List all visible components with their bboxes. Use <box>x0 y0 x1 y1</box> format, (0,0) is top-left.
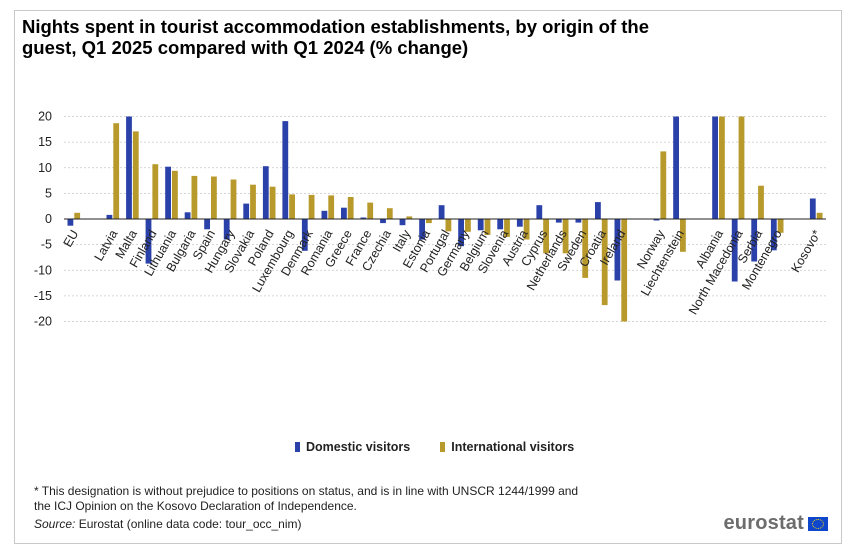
x-tick-label: EU <box>61 228 82 250</box>
bar-international <box>308 194 315 219</box>
bar-international <box>230 179 237 219</box>
bar-international <box>269 186 276 219</box>
bar-domestic <box>673 116 679 219</box>
bar-domestic <box>477 219 484 231</box>
bar-international <box>289 194 295 219</box>
bar-international <box>738 116 745 219</box>
y-tick-label: 15 <box>38 135 52 149</box>
bar-domestic <box>536 205 543 219</box>
bar-domestic <box>341 207 347 219</box>
bar-international <box>426 219 432 224</box>
bar-domestic <box>653 219 660 221</box>
bar-domestic <box>614 219 621 281</box>
bar-domestic <box>575 219 582 223</box>
bar-domestic <box>595 202 601 219</box>
bar-international <box>465 219 471 232</box>
bar-domestic <box>751 219 758 262</box>
bar-domestic <box>770 219 777 251</box>
bar-international <box>347 197 354 219</box>
bar-international <box>152 164 159 219</box>
bar-domestic <box>165 166 171 219</box>
bar-domestic <box>243 203 250 219</box>
bar-domestic <box>712 116 718 219</box>
legend-swatch-domestic <box>295 442 300 452</box>
x-tick-label: Kosovo* <box>788 227 823 274</box>
y-tick-label: -15 <box>34 289 52 303</box>
y-tick-label: 10 <box>38 161 52 175</box>
bar-international <box>816 212 823 219</box>
eu-flag-icon <box>808 516 828 531</box>
bar-domestic <box>419 219 425 240</box>
bar-domestic <box>399 219 406 226</box>
bar-domestic <box>321 210 328 219</box>
y-tick-label: 0 <box>45 212 52 226</box>
bar-international <box>680 219 686 252</box>
logo-text: eurostat <box>723 512 804 534</box>
bar-domestic <box>126 116 132 219</box>
bar-domestic <box>67 219 74 226</box>
bar-international <box>562 219 569 254</box>
chart-title: Nights spent in tourist accommodation es… <box>22 16 650 58</box>
bar-domestic <box>262 166 269 219</box>
bar-international <box>367 202 374 219</box>
eurostat-logo: eurostat <box>723 512 828 535</box>
bar-international <box>504 219 510 237</box>
bar-international <box>328 195 335 219</box>
y-tick-label: 5 <box>45 186 52 200</box>
legend-item-domestic: Domestic visitors <box>295 440 410 454</box>
legend-label-domestic: Domestic visitors <box>306 440 411 454</box>
footnote: * This designation is without prejudice … <box>34 484 579 513</box>
bar-domestic <box>458 219 464 247</box>
bar-domestic <box>145 219 152 264</box>
bar-domestic <box>301 219 308 251</box>
bar-domestic <box>809 198 816 219</box>
y-tick-label: -20 <box>34 315 52 329</box>
bar-domestic <box>223 219 230 240</box>
bar-international <box>132 131 139 219</box>
bar-international <box>758 185 764 219</box>
y-tick-label: -5 <box>41 238 52 252</box>
bar-international <box>621 219 628 322</box>
bar-domestic <box>497 219 504 230</box>
bar-international <box>191 175 198 219</box>
bar-international <box>406 216 413 219</box>
bar-domestic <box>731 219 738 282</box>
bar-international <box>660 151 667 219</box>
bar-international <box>74 212 81 219</box>
legend: Domestic visitors International visitors <box>295 440 574 454</box>
legend-label-international: International visitors <box>451 440 575 454</box>
source-text: Eurostat (online data code: tour_occ_nim… <box>78 517 302 531</box>
bar-international <box>582 219 589 278</box>
bar-international <box>113 123 120 219</box>
x-tick-label: Latvia <box>92 227 121 263</box>
y-tick-label: -10 <box>34 263 52 277</box>
bar-domestic <box>516 219 523 227</box>
legend-item-international: International visitors <box>440 440 574 454</box>
bar-international <box>172 170 178 219</box>
legend-swatch-international <box>440 442 446 452</box>
bar-domestic <box>380 219 386 224</box>
bar-domestic <box>360 217 367 219</box>
bar-international <box>386 208 393 219</box>
y-tick-label: 20 <box>38 110 52 124</box>
source-line: Source: Eurostat (online data code: tour… <box>34 517 302 531</box>
bar-international <box>484 219 491 235</box>
bar-domestic <box>106 214 113 219</box>
bar-international <box>777 219 784 233</box>
bar-domestic <box>184 212 191 219</box>
bar-domestic <box>555 219 562 223</box>
bar-international <box>543 219 549 254</box>
bar-international <box>601 219 608 306</box>
bar-international <box>445 219 452 232</box>
bar-domestic <box>282 121 289 219</box>
bar-international <box>523 219 530 240</box>
bar-international <box>719 116 725 219</box>
bar-domestic <box>438 205 445 219</box>
chart-frame <box>14 10 842 544</box>
bar-international <box>211 176 217 219</box>
bar-international <box>250 184 256 219</box>
source-label: Source: <box>34 517 76 531</box>
bar-domestic <box>204 219 210 230</box>
